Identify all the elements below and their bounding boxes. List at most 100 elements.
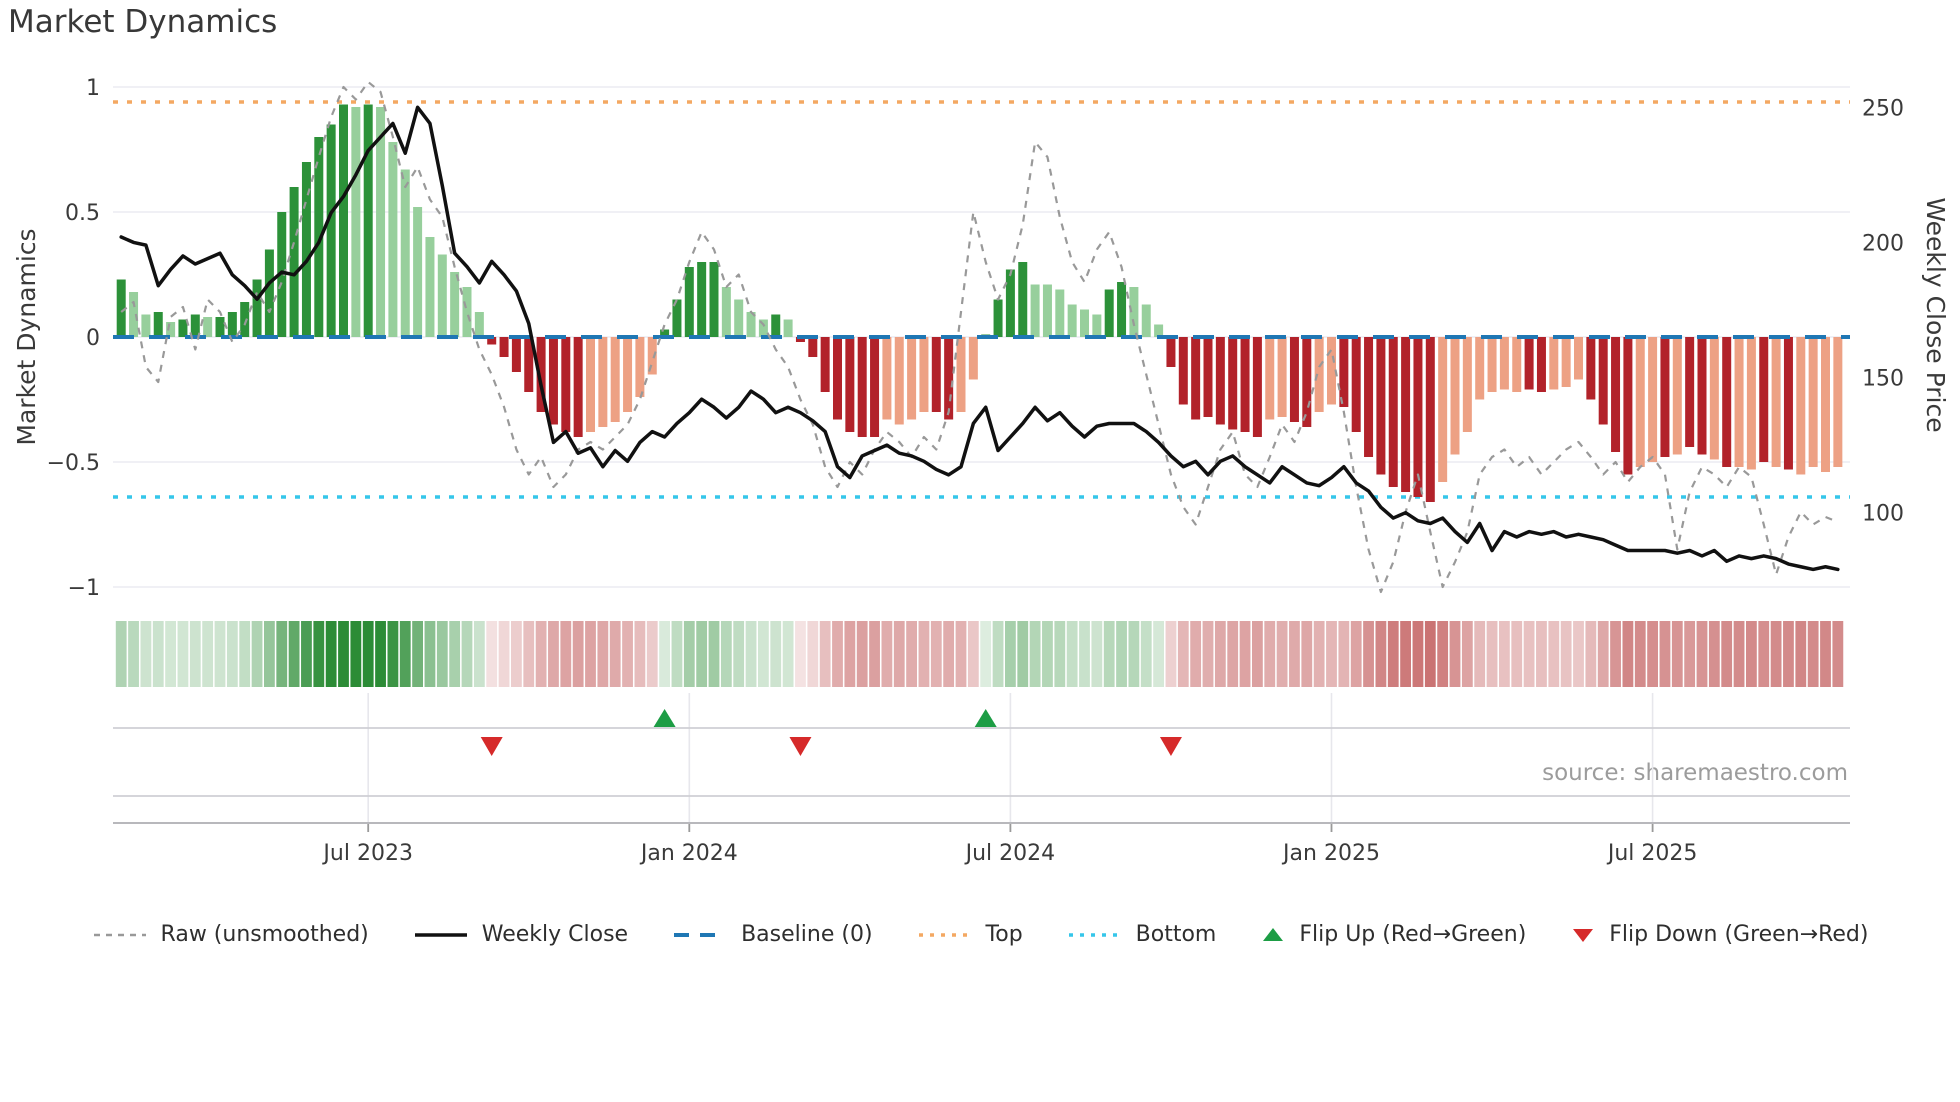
heatmap-cell [1499,621,1510,687]
price-axis-title: Weekly Close Price [1921,197,1950,433]
heatmap-cell [1239,621,1251,687]
oscillator-bar [1154,324,1164,337]
oscillator-bar [1425,337,1435,502]
oscillator-bar [1536,337,1546,392]
oscillator-bar [956,337,966,412]
heatmap-cell [1585,621,1597,687]
oscillator-bar [1487,337,1497,392]
oscillator-bar [116,279,126,337]
heatmap-cell [869,621,880,687]
oscillator-bar [697,262,707,337]
oscillator-bar [339,104,348,337]
legend-item-flip-up: Flip Up (Red→Green) [1260,922,1526,947]
heatmap-cell [1437,621,1449,687]
y-tick-label: 1 [86,76,100,101]
oscillator-bar [1697,337,1707,455]
heatmap-cell [881,621,893,687]
heatmap-cell [1214,621,1226,687]
oscillator-bar [289,187,299,337]
heatmap-cell [1363,621,1374,687]
oscillator-bar [1833,337,1843,467]
heatmap-cell [412,621,423,687]
heatmap-cell [301,621,312,687]
oscillator-bar [721,287,731,337]
heatmap-cell [1536,621,1547,687]
oscillator-bar [326,124,336,337]
flip-up-triangle-icon [1260,925,1286,945]
oscillator-bar [450,272,460,337]
heatmap-cell [1017,621,1029,687]
heatmap-cell [1424,621,1436,687]
heatmap-cell [560,621,572,687]
oscillator-bar [845,337,855,432]
marker-panel: Jul 2023 Jan 2024 Jul 2024 Jan 2025 Jul 2025 [113,693,1850,866]
baseline-swatch-icon [672,925,728,945]
oscillator-bar [1178,337,1188,405]
oscillator-bar [499,337,509,357]
heatmap-cell [1548,621,1560,687]
heatmap-cell [1313,621,1325,687]
oscillator-bar [709,262,719,337]
heatmap-cell [1486,621,1498,687]
heatmap-cell [436,621,448,687]
oscillator-bar [166,322,176,337]
heatmap-cell [1671,621,1683,687]
heatmap-cell [1289,621,1300,687]
heatmap-cell [955,621,967,687]
oscillator-bar [1475,337,1485,400]
oscillator-bar [1771,337,1781,467]
heatmap-cell [1066,621,1078,687]
oscillator-bar [1141,304,1151,337]
oscillator-bar [141,314,151,337]
heatmap-cell [202,621,214,687]
oscillator-bar [474,312,484,337]
oscillator-bar [1722,337,1732,467]
heatmap-cell [226,621,238,687]
oscillator-bar [919,337,929,412]
oscillator-bar [1438,337,1448,482]
heatmap-cell [387,621,399,687]
legend: Raw (unsmoothed) Weekly Close Baseline (… [0,922,1960,947]
oscillator-bar [907,337,917,420]
legend-item-weekly-close: Weekly Close [413,922,628,947]
heatmap-cell [1622,621,1634,687]
oscillator-bar [129,292,139,337]
flip-up-marker-icon [974,709,997,727]
price-tick-label: 200 [1862,231,1904,256]
heatmap-cell [572,621,584,687]
price-tick-label: 100 [1862,502,1904,527]
oscillator-bar [1364,337,1374,457]
x-tick-label: Jul 2024 [964,841,1056,866]
heatmap-cell [1029,621,1041,687]
oscillator-bar [388,142,398,337]
oscillator-bar [795,337,805,342]
oscillator-bar [1265,337,1275,420]
heatmap-cell [1338,621,1350,687]
heatmap-cell [770,621,782,687]
oscillator-bar [1462,337,1472,432]
x-tick-label: Jan 2025 [1281,841,1380,866]
heatmap-cell [1387,621,1399,687]
heatmap-cell [597,621,609,687]
heatmap-cell [856,621,868,687]
heatmap-cell [338,621,349,687]
oscillator-bar [968,337,978,380]
close-line-swatch-icon [413,925,469,945]
oscillator-bar [870,337,880,437]
oscillator-bar [425,237,435,337]
heatmap-cell [1252,621,1263,687]
x-tick-label: Jan 2024 [639,841,738,866]
oscillator-bar [376,107,386,337]
bars-layer [116,104,1843,502]
heatmap-cell [313,621,325,687]
oscillator-bar [1042,284,1052,337]
heatmap-cell [1721,621,1733,687]
heatmap-cell [708,621,720,687]
legend-label: Raw (unsmoothed) [160,922,369,947]
oscillator-bar [413,207,423,337]
oscillator-bar [1215,337,1225,425]
heatmap-cell [486,621,498,687]
oscillator-bar [1734,337,1744,467]
oscillator-bar [993,299,1003,337]
